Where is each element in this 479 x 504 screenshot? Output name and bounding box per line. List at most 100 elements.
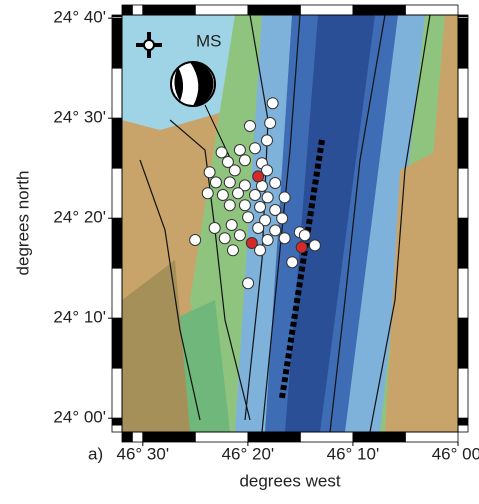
border-segment [352, 4, 406, 16]
border-segment [111, 217, 123, 269]
event-point [295, 241, 308, 254]
event-point [245, 237, 258, 249]
border-segment [457, 167, 469, 219]
border-segment [457, 317, 469, 369]
event-point [209, 176, 222, 189]
event-point [225, 219, 238, 231]
annotation: MS [196, 31, 222, 50]
border-segment [111, 424, 123, 433]
event-point [233, 229, 246, 242]
event-point [278, 191, 291, 204]
x-tick-label: 46° 20' [222, 444, 275, 463]
border-segment [457, 67, 469, 119]
border-segment [457, 367, 469, 419]
event-point [223, 176, 236, 189]
border-segment [111, 317, 123, 369]
event-point [260, 164, 273, 177]
event-point [286, 256, 299, 269]
event-point [278, 232, 291, 245]
event-point [189, 234, 202, 246]
event-point [233, 144, 246, 156]
bathymetry [122, 15, 458, 432]
x-tick-label: 46° 00' [432, 444, 479, 463]
x-tick-label: 46° 30' [117, 444, 170, 463]
event-point [261, 191, 274, 204]
border-segment [405, 4, 459, 16]
event-point [252, 170, 265, 183]
event-point [201, 187, 214, 200]
event-point [266, 97, 279, 110]
border-segment [111, 17, 123, 69]
border-segment [142, 4, 196, 16]
border-segment [194, 4, 249, 16]
event-point [242, 277, 255, 290]
event-point [308, 239, 321, 252]
event-point [216, 189, 229, 201]
event-point [208, 222, 221, 234]
event-point [231, 187, 244, 200]
event-point [215, 146, 228, 159]
event-point [276, 212, 289, 225]
border-segment [405, 431, 459, 443]
border-segment [132, 431, 144, 443]
border-segment [111, 67, 123, 119]
event-point [269, 224, 282, 237]
y-tick-label: 24° 10' [53, 308, 106, 327]
event-point [223, 199, 236, 212]
border-segment [457, 267, 469, 319]
event-point [269, 204, 282, 216]
border-segment [132, 4, 144, 16]
event-point [298, 229, 311, 242]
event-point [261, 234, 274, 246]
border-segment [194, 431, 249, 443]
event-point [243, 120, 256, 132]
border-segment [300, 431, 354, 443]
event-point [260, 134, 273, 147]
border-segment [300, 4, 354, 16]
border-segment [247, 431, 301, 443]
border-segment [142, 431, 196, 443]
border-segment [111, 417, 123, 426]
event-point [249, 142, 262, 155]
border-segment [121, 431, 133, 443]
event-point [252, 222, 265, 234]
border-segment [111, 267, 123, 319]
border-segment [111, 367, 123, 419]
border-segment [352, 431, 406, 443]
border-segment [457, 117, 469, 169]
y-tick-label: 24° 30' [53, 108, 106, 127]
event-point [254, 201, 267, 213]
x-axis-label: degrees west [239, 471, 340, 490]
event-point [238, 154, 251, 167]
event-point [254, 244, 267, 257]
event-point [249, 189, 262, 201]
border-segment [457, 417, 469, 426]
event-point [259, 214, 272, 227]
event-point [238, 179, 251, 192]
y-tick-label: 24° 40' [53, 8, 106, 27]
event-point [269, 177, 282, 189]
border-segment [457, 424, 469, 433]
event-point [238, 199, 251, 212]
panel-label: a) [88, 444, 103, 463]
border-segment [457, 217, 469, 269]
map-frame [111, 4, 469, 443]
y-axis-label: degrees north [13, 171, 32, 276]
event-point [264, 117, 277, 129]
y-tick-label: 24° 00' [53, 408, 106, 427]
event-point [221, 156, 234, 168]
border-segment [111, 117, 123, 169]
x-tick-label: 46° 10' [327, 444, 380, 463]
event-point [218, 232, 231, 245]
border-segment [121, 4, 133, 16]
event-point [203, 166, 216, 179]
event-point [226, 244, 239, 257]
border-segment [457, 17, 469, 69]
border-segment [247, 4, 301, 16]
border-segment [111, 167, 123, 219]
y-tick-label: 24° 20' [53, 208, 106, 227]
event-point [242, 211, 255, 224]
event-point [228, 164, 241, 177]
map-outline [121, 14, 459, 433]
